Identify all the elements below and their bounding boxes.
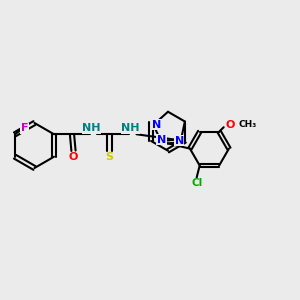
Text: O: O [226, 120, 235, 130]
Text: CH₃: CH₃ [238, 120, 256, 129]
Text: N: N [157, 135, 166, 145]
Text: N: N [152, 120, 161, 130]
Text: S: S [106, 152, 113, 162]
Text: Cl: Cl [191, 178, 202, 188]
Text: NH: NH [121, 123, 140, 133]
Text: N: N [175, 136, 184, 146]
Text: F: F [21, 123, 28, 133]
Text: O: O [69, 152, 78, 162]
Text: NH: NH [82, 123, 101, 133]
